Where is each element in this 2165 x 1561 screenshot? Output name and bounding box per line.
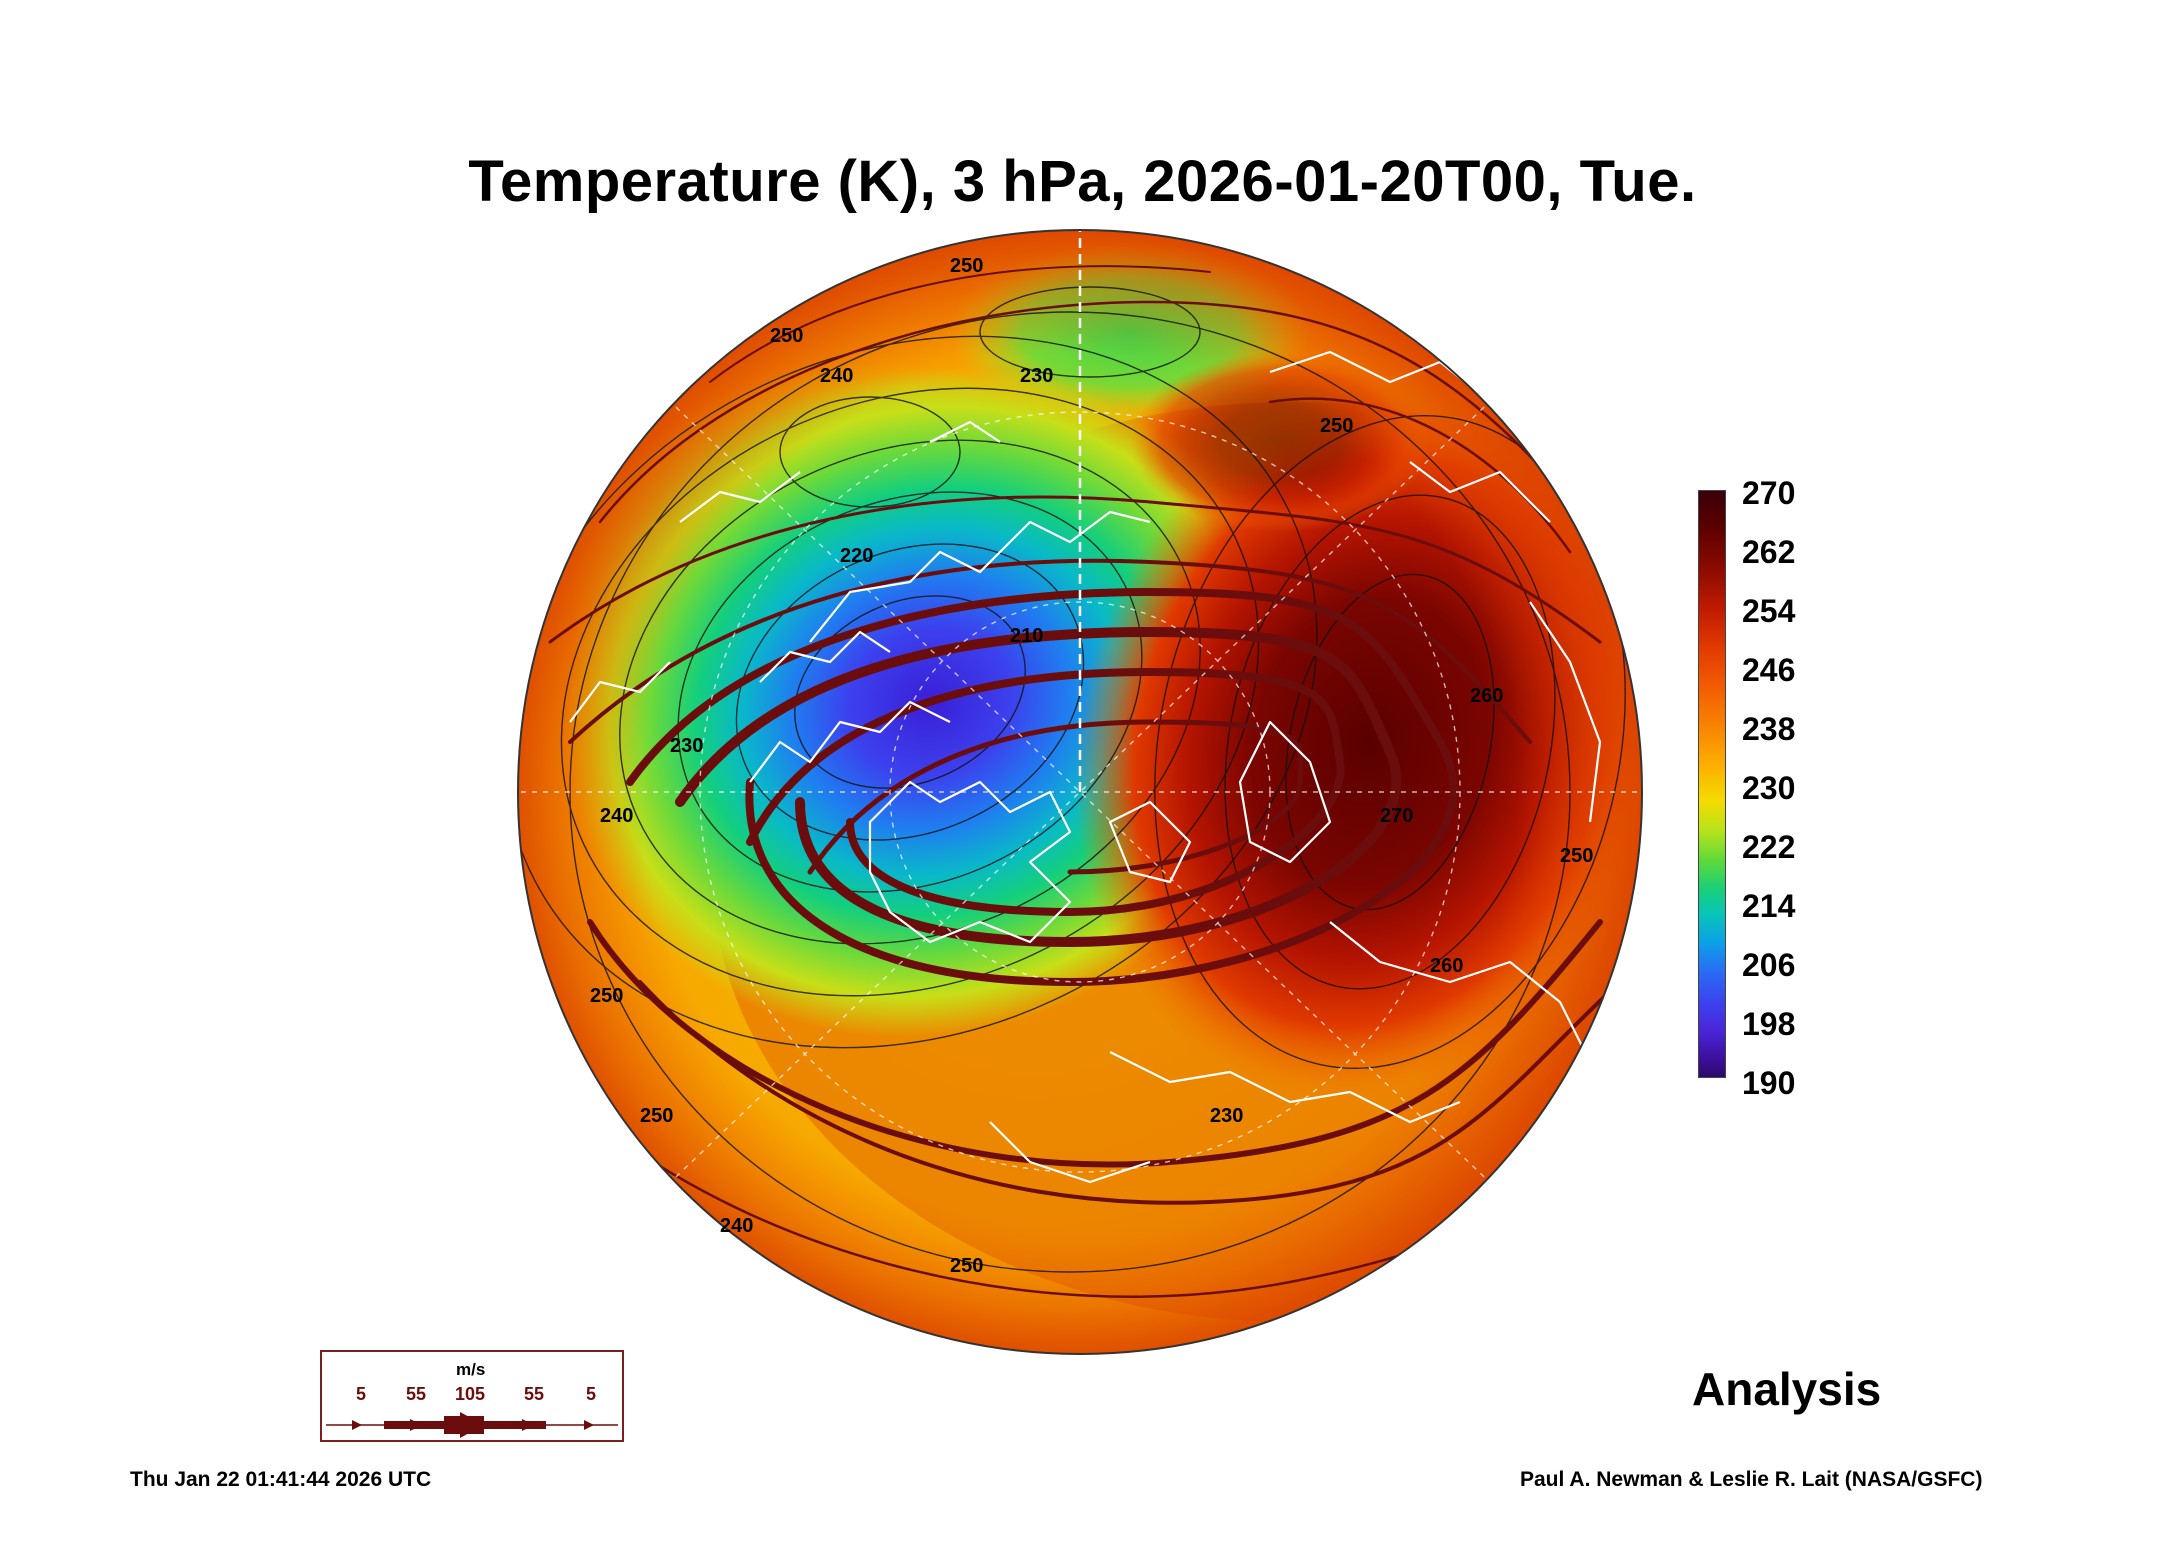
colorbar-label: 214 (1742, 888, 1796, 924)
colorbar-label: 238 (1742, 711, 1796, 747)
contour-label: 260 (1470, 685, 1503, 707)
contour-label: 210 (1010, 625, 1043, 647)
analysis-label: Analysis (1692, 1363, 1882, 1415)
contour-label: 230 (1210, 1105, 1243, 1127)
author-credit: Paul A. Newman & Leslie R. Lait (NASA/GS… (1520, 1468, 1983, 1491)
wind-legend-speed: 55 (524, 1384, 545, 1404)
wind-speed-legend: m/s 5 55 105 55 5 (320, 1350, 624, 1442)
wind-legend-speed: 5 (356, 1384, 367, 1404)
colorbar-label: 262 (1742, 534, 1796, 570)
contour-label: 230 (670, 735, 703, 757)
generation-timestamp: Thu Jan 22 01:41:44 2026 UTC (130, 1468, 432, 1491)
map-title: Temperature (K), 3 hPa, 2026-01-20T00, T… (468, 149, 1697, 214)
colorbar-label: 254 (1742, 593, 1796, 629)
temperature-colorbar (1698, 490, 1726, 1078)
contour-label: 250 (590, 985, 623, 1007)
colorbar-label: 190 (1742, 1065, 1796, 1101)
colorbar-label: 198 (1742, 1006, 1796, 1042)
contour-label: 250 (640, 1105, 673, 1127)
contour-label: 260 (1430, 955, 1463, 977)
wind-legend-arrow (326, 1412, 618, 1438)
polar-temperature-map: 250 250 240 230 250 220 210 230 240 250 … (517, 229, 1643, 1355)
colorbar-label: 246 (1742, 652, 1796, 688)
contour-label: 250 (1320, 415, 1353, 437)
contour-label: 250 (770, 325, 803, 347)
contour-label: 240 (820, 365, 853, 387)
contour-label: 250 (950, 1255, 983, 1277)
wind-legend-speed: 105 (455, 1384, 486, 1404)
wind-legend-unit: m/s (456, 1360, 486, 1379)
wind-legend-speed: 5 (586, 1384, 597, 1404)
contour-label: 250 (1560, 845, 1593, 867)
contour-label: 240 (600, 805, 633, 827)
contour-label: 270 (1380, 805, 1413, 827)
contour-label: 230 (1020, 365, 1053, 387)
colorbar-label: 270 (1742, 475, 1796, 511)
contour-label: 220 (840, 545, 873, 567)
contour-label: 250 (950, 255, 983, 277)
colorbar-label: 222 (1742, 829, 1796, 865)
contour-label: 240 (720, 1215, 753, 1237)
colorbar-label: 230 (1742, 770, 1796, 806)
wind-legend-speed: 55 (406, 1384, 427, 1404)
colorbar-label: 206 (1742, 947, 1796, 983)
